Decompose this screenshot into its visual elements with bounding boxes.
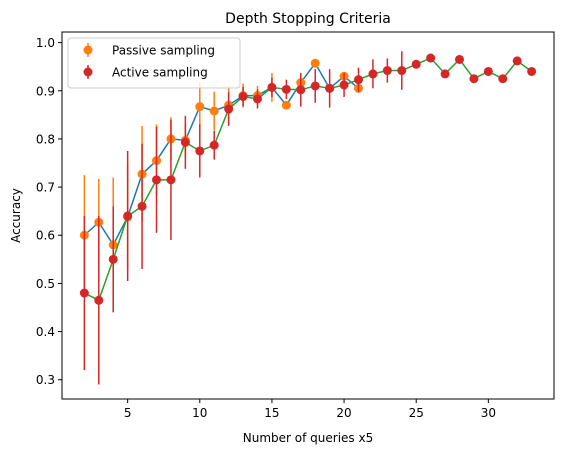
plot-frame (61, 31, 555, 400)
data-point (209, 140, 219, 150)
data-point (353, 75, 363, 85)
data-point (180, 137, 190, 147)
data-point (123, 211, 133, 221)
data-point (397, 66, 407, 76)
data-point (310, 81, 320, 91)
data-point (310, 58, 320, 68)
x-tick-label: 25 (409, 406, 424, 420)
data-point (296, 85, 306, 95)
legend-entry-passive: Passive sampling (83, 43, 215, 58)
y-tick-label: 0.3 (36, 373, 55, 387)
data-point (166, 175, 176, 185)
y-tick-label: 0.6 (36, 229, 55, 243)
x-tick-label: 15 (264, 406, 279, 420)
data-point (195, 146, 205, 156)
data-point (512, 56, 522, 66)
data-point (339, 80, 349, 90)
legend-entry-active: Active sampling (83, 65, 208, 80)
data-point (224, 104, 234, 114)
data-point (527, 66, 537, 76)
data-point (281, 100, 291, 110)
y-axis: 0.3 0.4 0.5 0.6 0.7 0.8 0.9 1.0 (36, 36, 62, 387)
y-tick-label: 0.7 (36, 181, 55, 195)
x-axis: 5 10 15 20 25 30 (124, 399, 496, 420)
x-axis-title: Number of queries x5 (243, 431, 373, 445)
x-tick-label: 10 (192, 406, 207, 420)
data-point (325, 83, 335, 93)
y-tick-label: 0.9 (36, 84, 55, 98)
data-point (281, 84, 291, 94)
legend-marker-active (83, 67, 93, 77)
y-tick-label: 0.4 (36, 325, 55, 339)
legend-marker-passive (83, 45, 93, 55)
x-tick-label: 20 (336, 406, 351, 420)
data-point (469, 74, 479, 84)
data-point (440, 69, 450, 79)
data-point (454, 54, 464, 64)
data-point (79, 288, 89, 298)
y-tick-label: 1.0 (36, 36, 55, 50)
series-1 (79, 51, 537, 385)
data-point (426, 53, 436, 63)
data-point (267, 82, 277, 92)
data-point (108, 254, 118, 264)
data-point (498, 74, 508, 84)
x-tick-label: 30 (481, 406, 496, 420)
data-point (195, 102, 205, 112)
data-point (368, 69, 378, 79)
data-point (483, 66, 493, 76)
data-point (152, 175, 162, 185)
data-point (94, 295, 104, 305)
chart-title: Depth Stopping Criteria (225, 11, 391, 27)
data-point (411, 59, 421, 69)
legend-label-passive: Passive sampling (112, 44, 215, 58)
plot-area (79, 51, 537, 385)
legend: Passive sampling Active sampling (67, 37, 241, 89)
data-point (238, 92, 248, 102)
data-point (137, 201, 147, 211)
y-axis-title: Accuracy (9, 188, 23, 243)
legend-label-active: Active sampling (112, 66, 208, 80)
y-tick-label: 0.5 (36, 277, 55, 291)
legend-box (67, 37, 241, 89)
data-point (253, 94, 263, 104)
data-point (382, 66, 392, 76)
x-tick-label: 5 (124, 406, 132, 420)
data-point (209, 106, 219, 116)
y-tick-label: 0.8 (36, 132, 55, 146)
